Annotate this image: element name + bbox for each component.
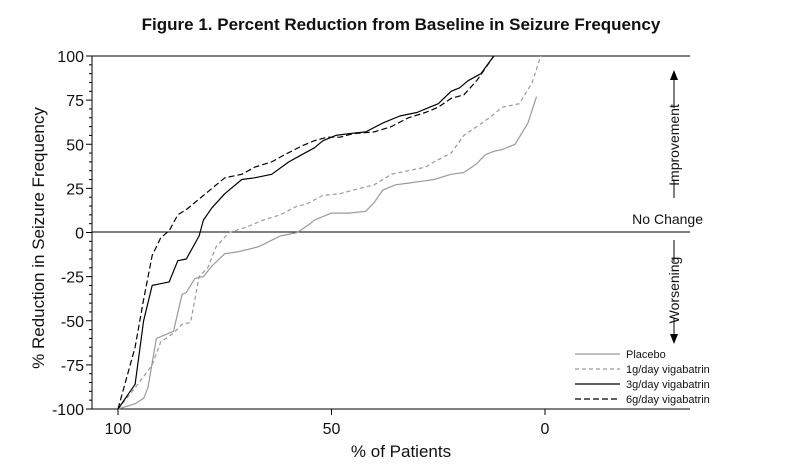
legend-label: 1g/day vigabatrin xyxy=(626,364,710,376)
y-tick-label: 100 xyxy=(57,49,84,66)
x-axis-title: % of Patients xyxy=(351,442,451,461)
y-axis-ticks: 100 75 50 25 0 -25 -50 -75 -100 xyxy=(52,49,92,419)
no-change-label: No Change xyxy=(632,211,703,227)
y-axis-title: % Reduction in Seizure Frequency xyxy=(29,107,48,369)
legend-label: 6g/day vigabatrin xyxy=(626,394,710,406)
y-tick-label: -25 xyxy=(61,270,84,287)
y-tick-label: -75 xyxy=(61,358,84,375)
x-tick-label: 100 xyxy=(105,421,132,438)
legend: Placebo 1g/day vigabatrin 3g/day vigabatri… xyxy=(575,349,710,406)
y-tick-label: -50 xyxy=(61,314,84,331)
arrow-up-icon xyxy=(670,70,678,80)
y-tick-label: -100 xyxy=(52,402,84,419)
series-lines xyxy=(117,55,542,410)
y-tick-label: 0 xyxy=(75,226,84,243)
legend-label: 3g/day vigabatrin xyxy=(626,379,710,391)
x-tick-label: 50 xyxy=(323,421,341,438)
series-line-1 xyxy=(117,96,538,410)
y-tick-label: 25 xyxy=(66,181,84,198)
chart-title: Figure 1. Percent Reduction from Baselin… xyxy=(142,15,661,34)
improvement-label: Improvement xyxy=(666,104,682,186)
series-line-4 xyxy=(117,55,495,410)
y-tick-label: 75 xyxy=(66,93,84,110)
series-line-2 xyxy=(117,55,542,410)
legend-label: Placebo xyxy=(626,349,666,361)
series-line-3 xyxy=(117,55,495,410)
arrow-down-icon xyxy=(670,334,678,344)
worsening-label: Worsening xyxy=(666,257,682,324)
x-axis-ticks: 100 50 0 xyxy=(105,409,550,438)
x-tick-label: 0 xyxy=(541,421,550,438)
y-tick-label: 50 xyxy=(66,137,84,154)
